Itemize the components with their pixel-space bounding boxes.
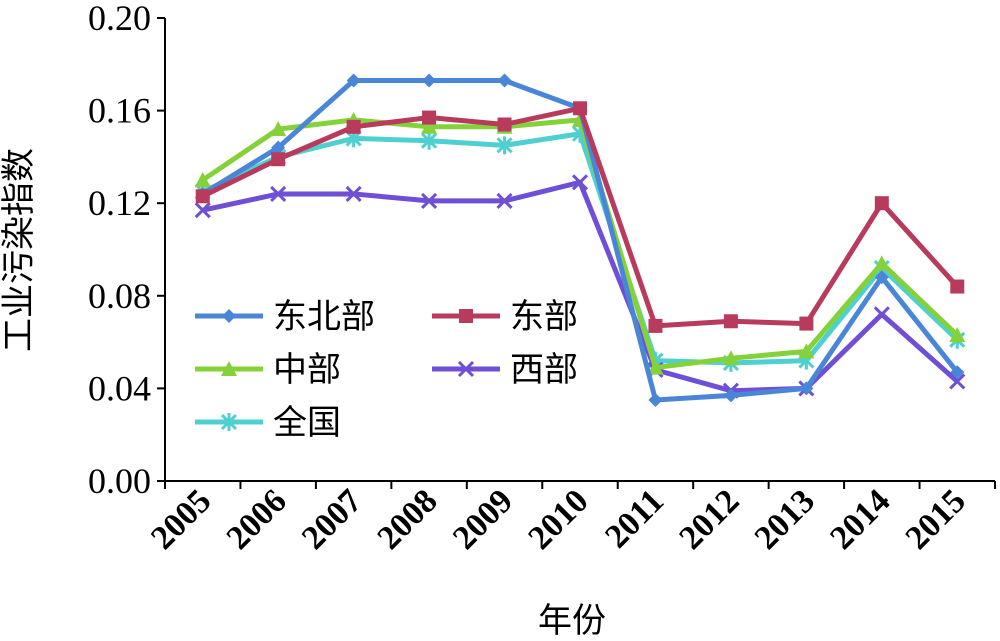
data-point <box>949 327 966 343</box>
data-point <box>950 365 965 380</box>
data-point <box>798 343 815 359</box>
x-tick-label: 2015 <box>899 482 973 556</box>
data-point <box>723 314 738 329</box>
legend-swatch-marker <box>457 360 475 378</box>
y-tick-label: 0.04 <box>88 368 151 408</box>
legend-item: 西部 <box>432 350 578 390</box>
data-point <box>950 279 965 294</box>
data-point <box>422 73 437 88</box>
legend-item: 中部 <box>195 350 341 390</box>
data-point <box>270 121 287 137</box>
legend-swatch-marker <box>222 309 236 323</box>
legend-label: 西部 <box>510 350 578 390</box>
data-point <box>194 202 211 219</box>
data-point <box>496 136 513 155</box>
data-point <box>874 196 889 211</box>
legend-item: 东部 <box>432 297 578 337</box>
x-axis-title: 年份 <box>538 601 606 641</box>
series-layer <box>194 73 966 407</box>
legend-label: 东北部 <box>273 297 375 337</box>
x-tick-label: 2008 <box>371 482 445 556</box>
data-point <box>346 73 361 88</box>
data-point <box>194 172 211 188</box>
legend-item: 全国 <box>195 403 341 443</box>
data-point <box>195 189 210 204</box>
x-tick-label: 2012 <box>672 482 746 556</box>
legend-swatch-marker <box>221 361 237 376</box>
x-tick-label: 2011 <box>598 482 671 555</box>
y-tick-label: 0.08 <box>88 276 151 316</box>
x-tick-label: 2010 <box>521 482 595 556</box>
data-point <box>873 255 890 271</box>
data-point <box>271 152 286 167</box>
data-point <box>949 373 966 390</box>
legend-label: 东部 <box>510 297 578 337</box>
y-tick-label: 0.16 <box>88 91 151 131</box>
data-point <box>421 118 438 134</box>
x-tick-label: 2005 <box>144 482 218 556</box>
data-point <box>346 119 361 134</box>
data-point <box>874 270 889 285</box>
data-point <box>497 73 512 88</box>
data-point <box>648 318 663 333</box>
data-point <box>421 192 438 209</box>
data-point <box>799 381 814 396</box>
x-tick-label: 2013 <box>748 482 822 556</box>
legend-item: 东北部 <box>195 297 375 337</box>
data-point <box>496 192 513 209</box>
y-axis-ticks: 0.00 0.04 0.08 0.12 0.16 0.20 <box>88 0 165 501</box>
data-point <box>648 392 663 407</box>
y-axis-title: 工业污染指数 <box>0 148 39 352</box>
data-point <box>571 174 589 191</box>
y-tick-label: 0.00 <box>88 461 151 501</box>
legend-swatch-marker <box>459 309 473 323</box>
x-tick-label: 2009 <box>446 482 520 556</box>
x-tick-label: 2006 <box>220 482 294 556</box>
axes <box>164 18 995 482</box>
data-point <box>573 101 587 116</box>
data-point <box>422 110 437 125</box>
legend-label: 中部 <box>273 350 341 390</box>
x-tick-label: 2007 <box>295 482 369 556</box>
data-point <box>723 388 738 403</box>
x-tick-label: 2014 <box>823 482 897 556</box>
data-point <box>270 185 287 203</box>
data-point <box>722 350 739 366</box>
series-square <box>195 101 965 333</box>
data-point <box>345 185 362 203</box>
data-point <box>647 359 664 375</box>
y-tick-label: 0.20 <box>88 0 151 38</box>
x-axis-ticks: 2005 2006 2007 2008 2009 2010 2011 2012 2013 2014… <box>144 481 996 557</box>
data-point <box>497 117 512 132</box>
legend-label: 全国 <box>273 403 341 443</box>
data-point <box>271 140 286 155</box>
data-point <box>799 316 814 331</box>
data-point <box>421 131 438 150</box>
y-tick-label: 0.12 <box>88 183 151 223</box>
legend-swatch-marker <box>220 413 238 431</box>
data-point <box>873 306 890 323</box>
